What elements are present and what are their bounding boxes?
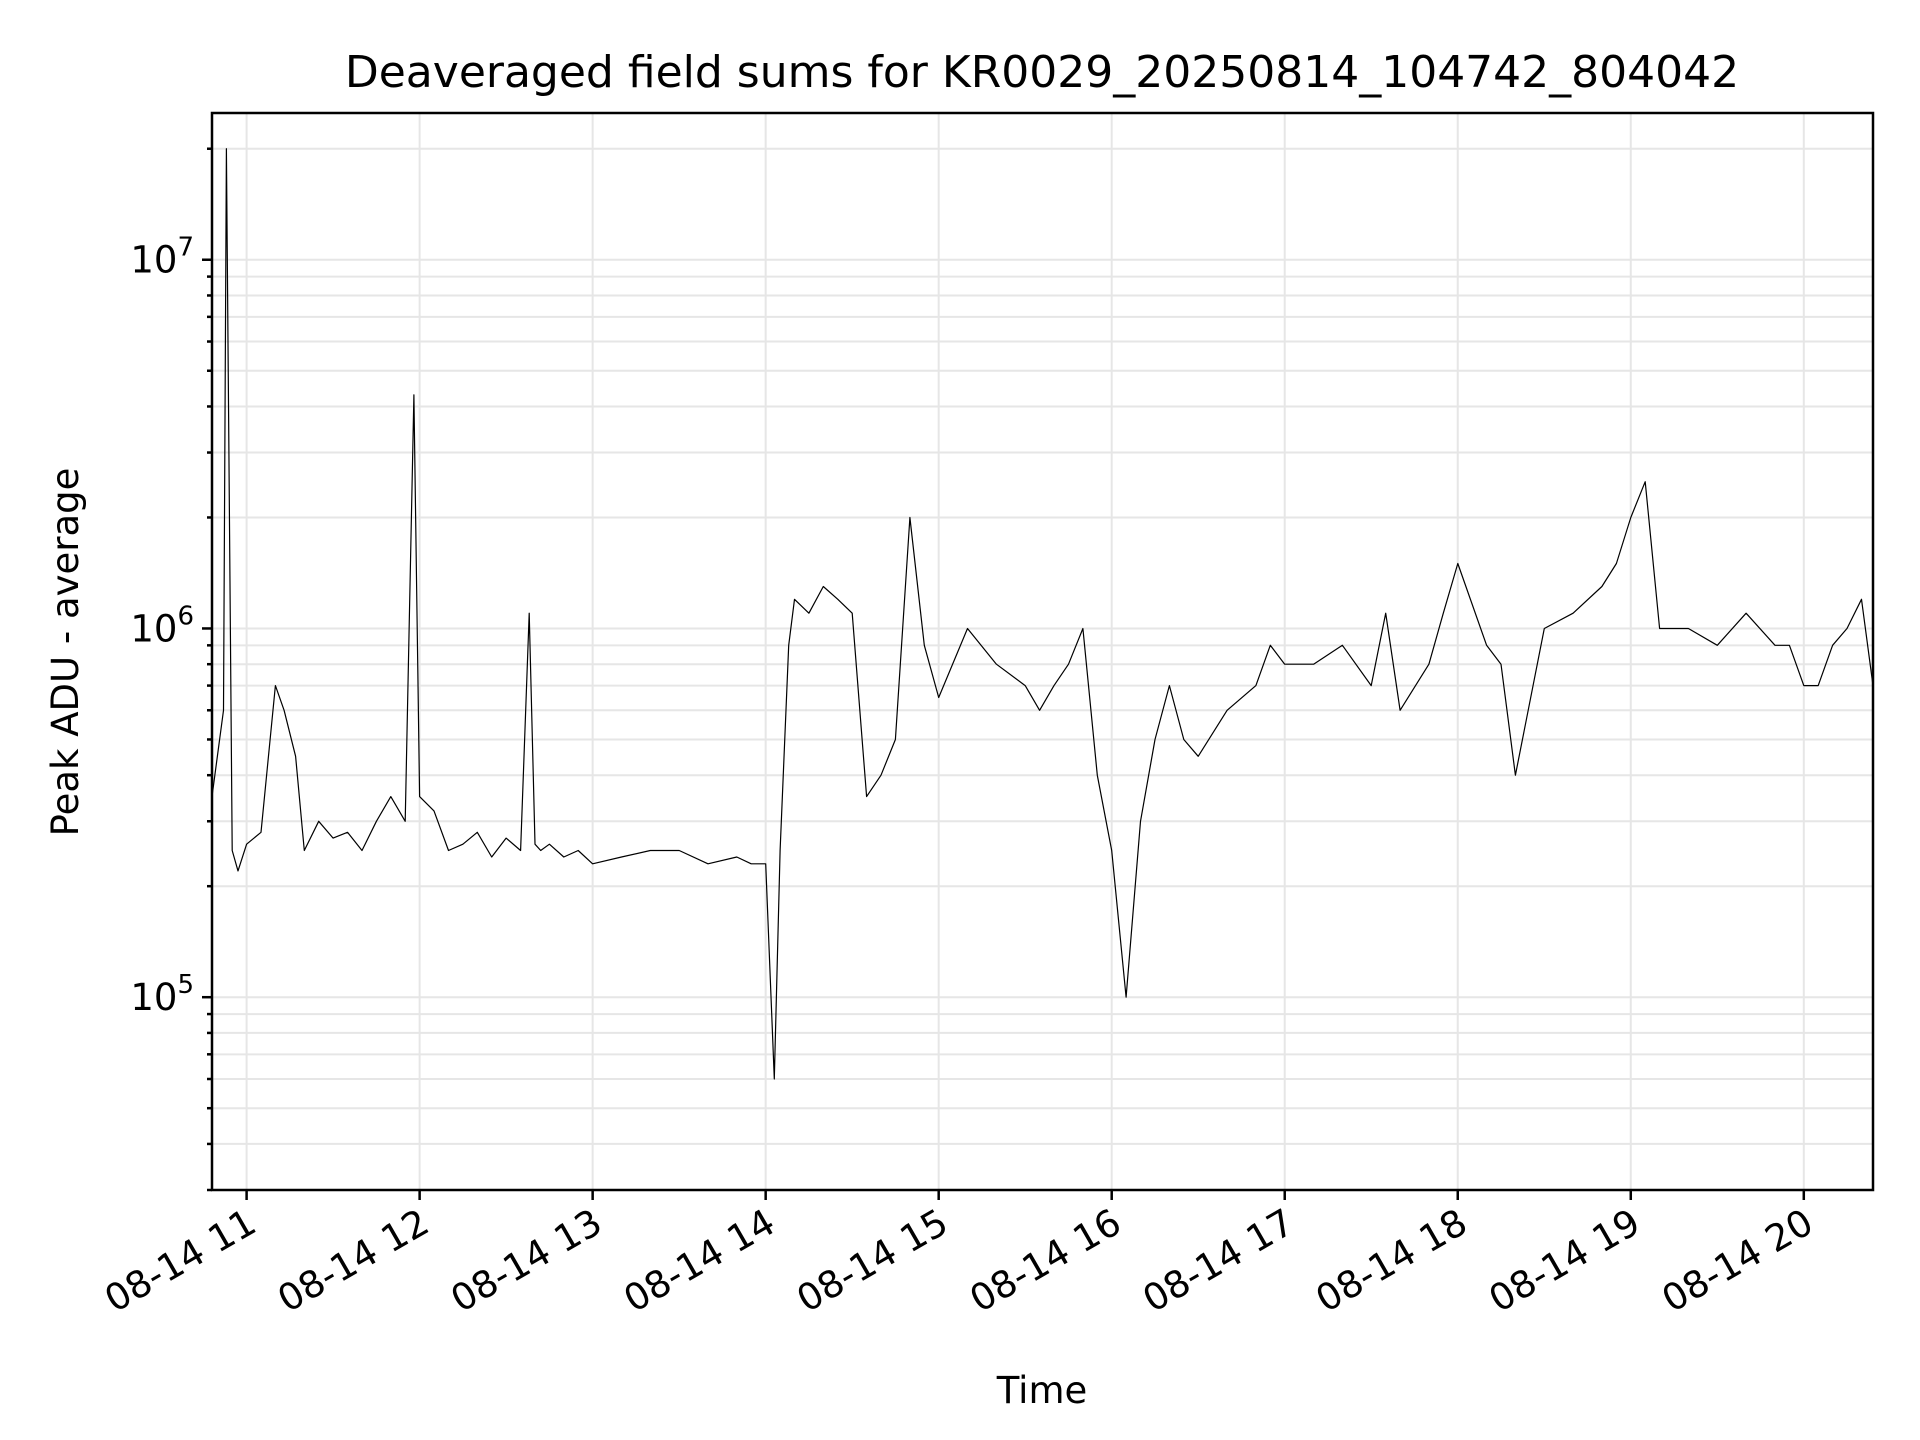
x-tick-label: 08-14 13 (444, 1201, 610, 1321)
x-tick-label: 08-14 14 (617, 1201, 783, 1321)
grid (212, 113, 1873, 1191)
series-layer (211, 148, 1874, 1080)
x-tick-label: 08-14 15 (790, 1201, 956, 1321)
x-tick-label: 08-14 17 (1136, 1201, 1302, 1321)
y-axis-label: Peak ADU - average (44, 468, 87, 837)
x-axis: 08-14 11 08-14 12 08-14 13 08-14 14 08-14 15… (98, 1190, 1821, 1321)
y-tick-label: 105 (130, 970, 194, 1019)
x-tick-label: 08-14 19 (1482, 1201, 1648, 1321)
series-line (211, 148, 1874, 1080)
y-axis: 105 106 107 (130, 147, 212, 1192)
x-tick-label: 08-14 16 (963, 1201, 1129, 1321)
plot-frame (210, 111, 1875, 1192)
chart-title: Deaveraged field sums for KR0029_2025081… (345, 47, 1739, 98)
x-tick-label: 08-14 20 (1655, 1201, 1821, 1321)
x-axis-label: Time (996, 1369, 1088, 1412)
x-tick-label: 08-14 11 (98, 1201, 264, 1321)
x-tick-label: 08-14 12 (271, 1201, 437, 1321)
y-tick-label: 107 (130, 233, 194, 282)
y-tick-label: 106 (130, 601, 194, 650)
x-tick-label: 08-14 18 (1309, 1201, 1475, 1321)
